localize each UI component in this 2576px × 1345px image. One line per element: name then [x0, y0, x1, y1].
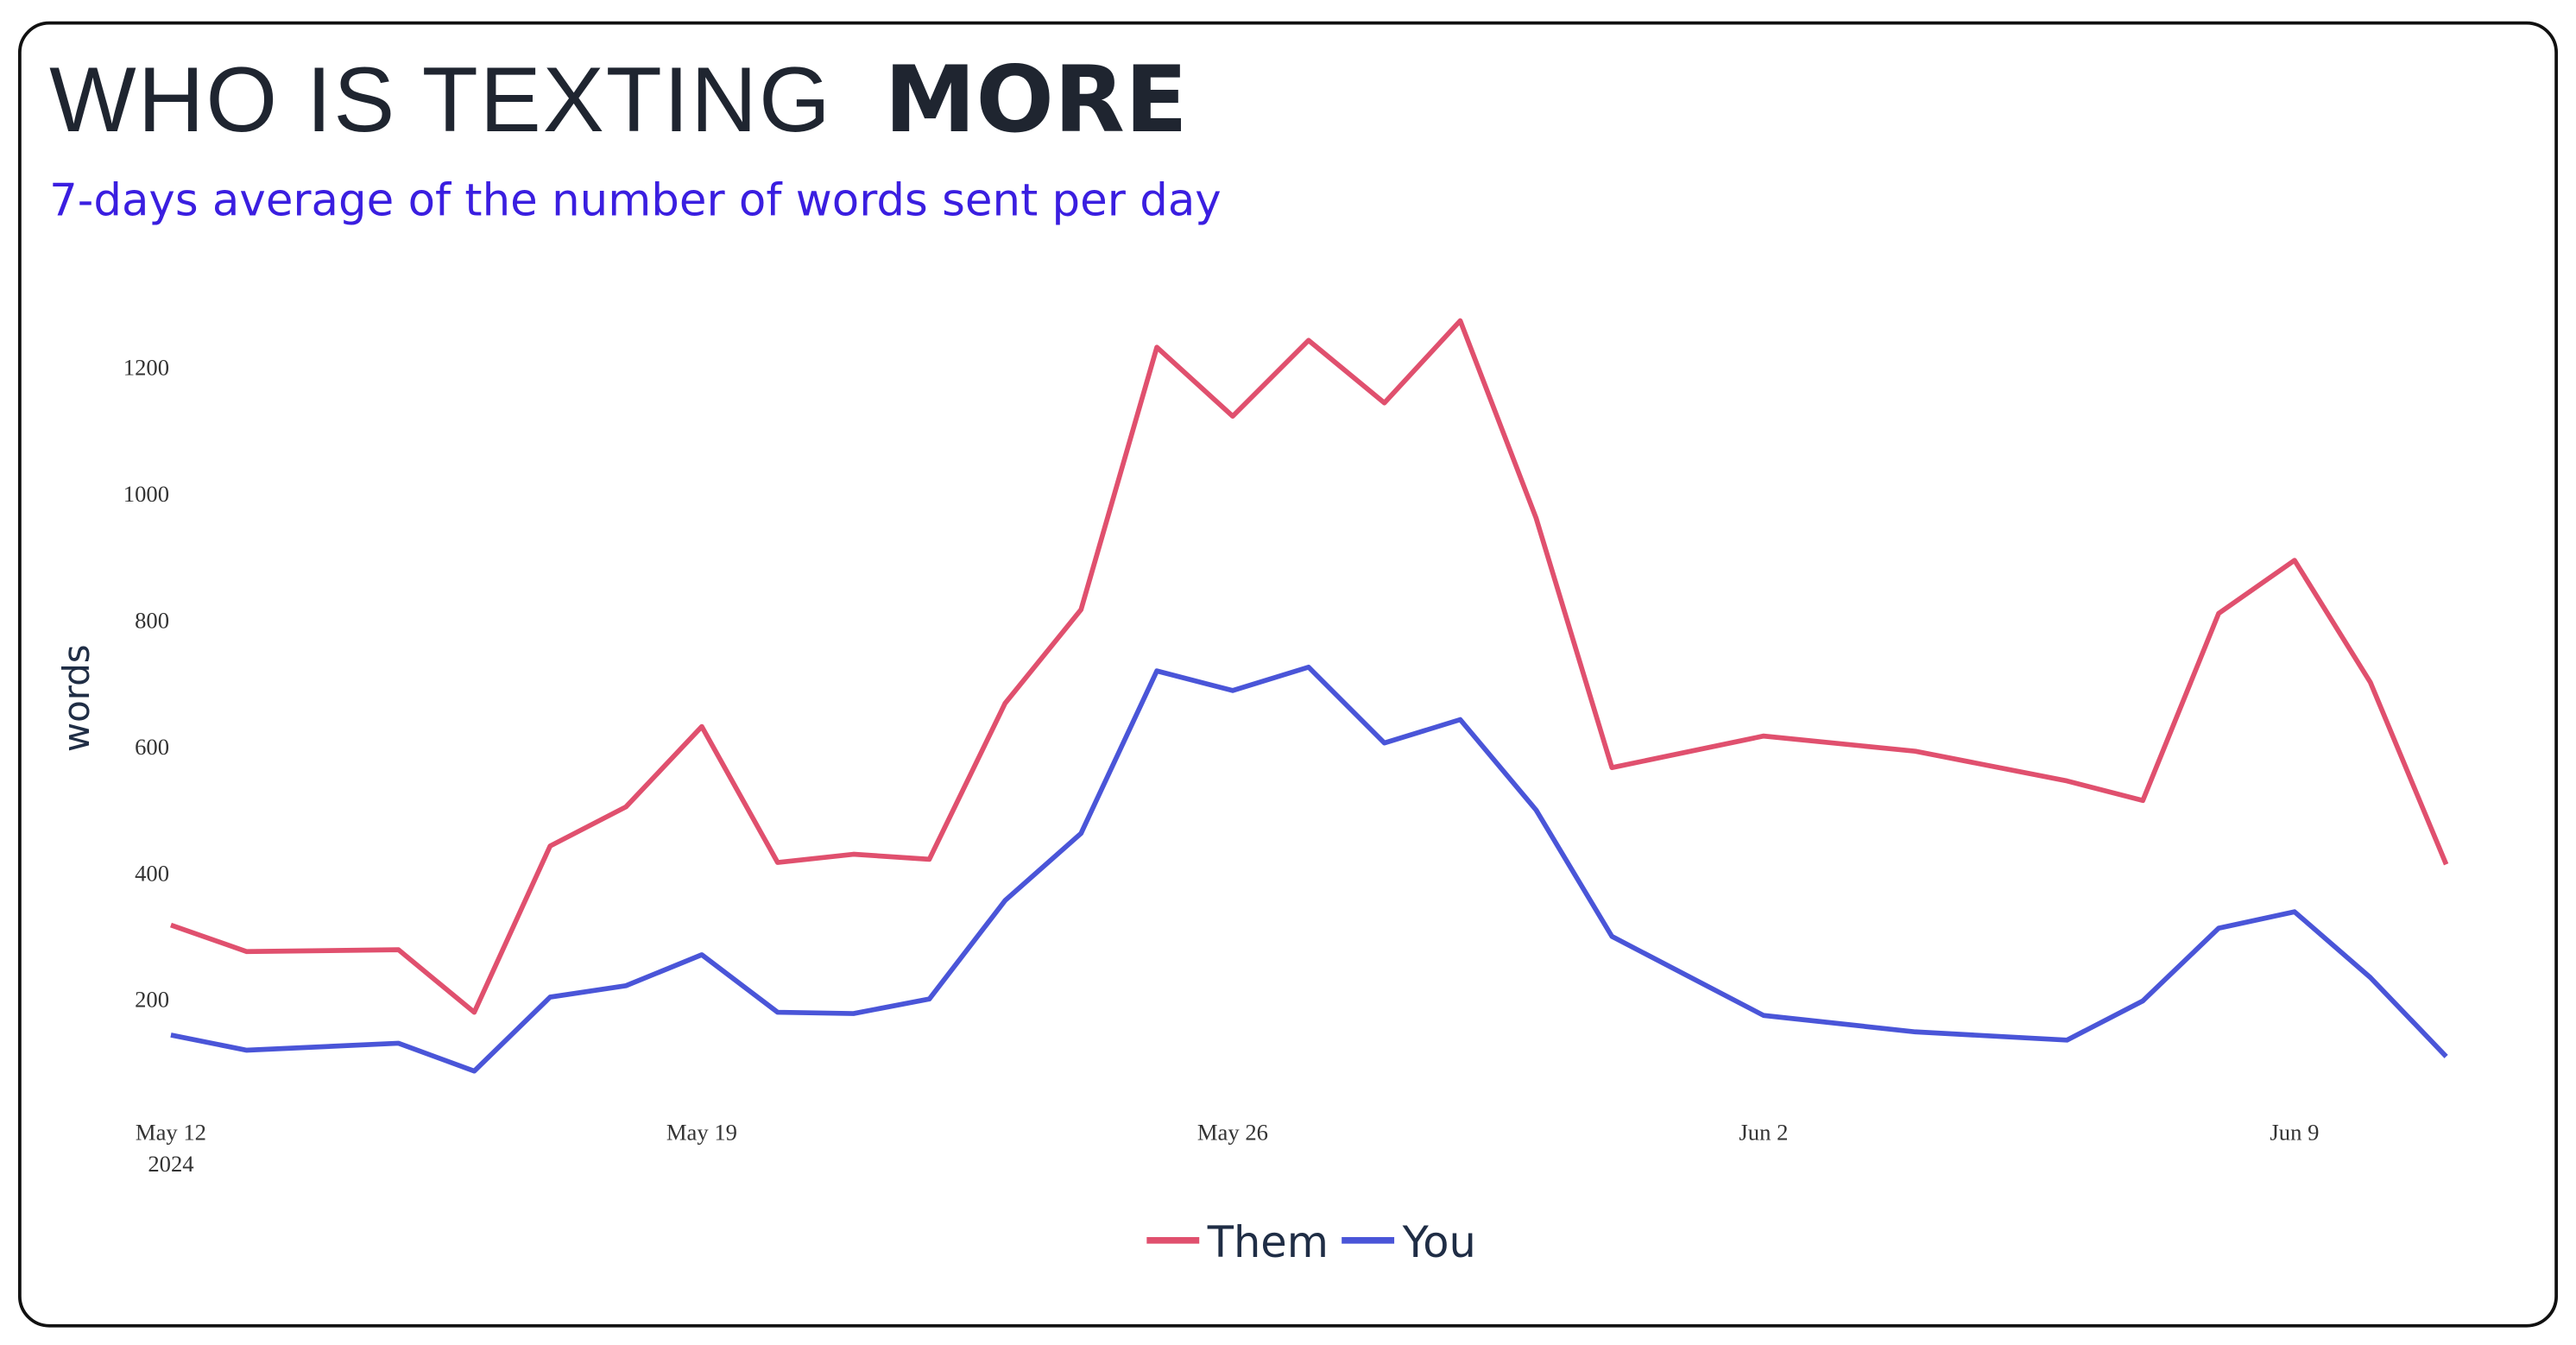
- x-tick-label: May 19: [666, 1120, 737, 1146]
- x-tick-label-line: May 12: [136, 1120, 206, 1146]
- x-tick-label-line: Jun 2: [1739, 1120, 1788, 1146]
- legend-label: You: [1402, 1217, 1476, 1267]
- legend-label: Them: [1207, 1217, 1329, 1267]
- x-tick-label: May 26: [1197, 1120, 1268, 1146]
- y-tick-label: 400: [135, 860, 169, 886]
- x-tick-label: Jun 2: [1739, 1120, 1788, 1146]
- chart-title: WHO IS TEXTING MORE: [49, 47, 1188, 154]
- x-tick-label-line: Jun 9: [2270, 1120, 2319, 1146]
- y-tick-label: 600: [135, 734, 169, 760]
- series-line: [170, 318, 2449, 1015]
- title-bold: MORE: [884, 47, 1187, 154]
- subtitle: 7-days average of the number of words se…: [49, 174, 1222, 226]
- y-tick-label: 200: [135, 987, 169, 1013]
- y-tick-label: 1000: [123, 481, 169, 507]
- x-tick-label: May 12 2024: [136, 1120, 206, 1177]
- x-tick-label-line: May 26: [1197, 1120, 1268, 1146]
- x-tick-label-line: 2024: [148, 1151, 193, 1177]
- x-tick-label-line: May 19: [666, 1120, 737, 1146]
- y-tick-label: 1200: [123, 355, 169, 381]
- title-light: WHO IS TEXTING: [49, 48, 832, 151]
- x-tick-label: Jun 9: [2270, 1120, 2319, 1146]
- series-line: [170, 664, 2448, 1074]
- y-tick-label: 800: [135, 607, 169, 633]
- y-axis-label: words: [55, 644, 98, 752]
